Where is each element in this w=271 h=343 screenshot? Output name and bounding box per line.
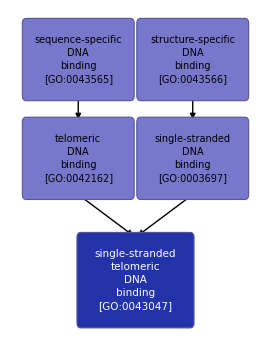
Text: single-stranded
telomeric
DNA
binding
[GO:0043047]: single-stranded telomeric DNA binding [G…: [95, 249, 176, 311]
FancyBboxPatch shape: [77, 233, 194, 328]
FancyBboxPatch shape: [22, 117, 134, 200]
Text: single-stranded
DNA
binding
[GO:0003697]: single-stranded DNA binding [GO:0003697]: [155, 133, 231, 183]
Text: sequence-specific
DNA
binding
[GO:0043565]: sequence-specific DNA binding [GO:004356…: [34, 35, 122, 84]
FancyBboxPatch shape: [137, 19, 249, 101]
Text: telomeric
DNA
binding
[GO:0042162]: telomeric DNA binding [GO:0042162]: [44, 133, 113, 183]
FancyBboxPatch shape: [22, 19, 134, 101]
Text: structure-specific
DNA
binding
[GO:0043566]: structure-specific DNA binding [GO:00435…: [150, 35, 235, 84]
FancyBboxPatch shape: [137, 117, 249, 200]
